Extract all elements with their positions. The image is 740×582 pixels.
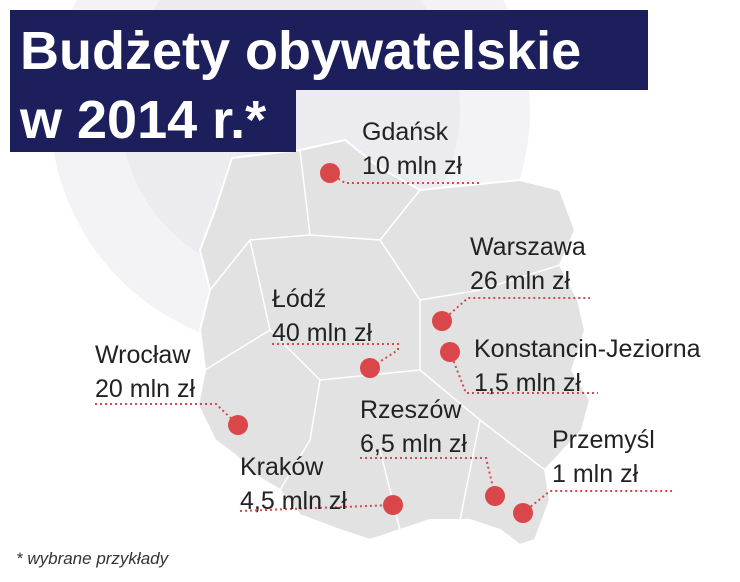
- city-marker: [513, 503, 533, 523]
- city-marker: [320, 163, 340, 183]
- city-name: Gdańsk: [362, 118, 449, 146]
- city-marker: [432, 311, 452, 331]
- city-amount: 1,5 mln zł: [474, 369, 581, 397]
- map-poland: [196, 138, 592, 547]
- leader-line: [522, 490, 672, 514]
- city-amount: 26 mln zł: [470, 267, 570, 295]
- city-name: Kraków: [240, 453, 324, 481]
- city-name: Konstancin-Jeziorna: [474, 335, 701, 363]
- title: w 2014 r.*: [19, 90, 266, 150]
- leader-line: [441, 297, 590, 322]
- city-amount: 20 mln zł: [95, 375, 195, 403]
- city-name: Wrocław: [95, 341, 191, 369]
- city-marker: [228, 415, 248, 435]
- footnote: * wybrane przykłady: [16, 549, 170, 568]
- title-box: [10, 88, 296, 152]
- city-amount: 6,5 mln zł: [360, 430, 467, 458]
- title: Budżety obywatelskie: [20, 21, 581, 81]
- city-amount: 1 mln zł: [552, 460, 639, 488]
- leader-line: [239, 504, 394, 512]
- city-marker: [360, 358, 380, 378]
- city-marker: [383, 495, 403, 515]
- city-marker: [440, 342, 460, 362]
- city-marker: [485, 486, 505, 506]
- city-name: Przemyśl: [552, 426, 655, 454]
- title-box: [10, 10, 648, 90]
- city-amount: 10 mln zł: [362, 152, 462, 180]
- city-name: Łódź: [272, 285, 326, 313]
- leader-line: [360, 457, 496, 497]
- city-amount: 40 mln zł: [272, 319, 372, 347]
- city-name: Rzeszów: [360, 396, 462, 424]
- leader-line: [95, 403, 239, 426]
- city-amount: 4,5 mln zł: [240, 487, 347, 515]
- city-name: Warszawa: [470, 233, 586, 261]
